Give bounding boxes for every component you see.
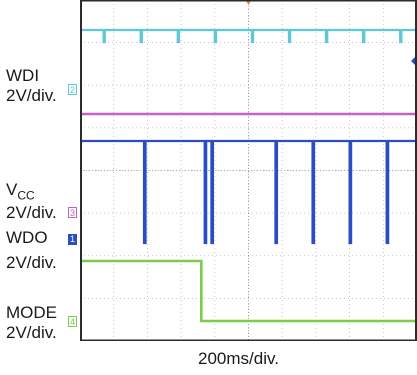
mode-trace	[80, 259, 417, 323]
channel-4-marker: 4	[68, 316, 77, 327]
channel-1-marker: 1	[68, 234, 77, 245]
wdo-trace	[80, 139, 417, 245]
wdi-trace	[80, 28, 417, 44]
wdi-scale-label: 2V/div.	[6, 86, 57, 105]
channel-3-marker: 3	[68, 207, 77, 218]
wdo-label: WDO	[6, 228, 48, 247]
mode-scale-label: 2V/div.	[6, 323, 57, 342]
channel-2-marker: 2	[68, 84, 77, 95]
right-marker-icon	[411, 57, 415, 65]
wdi-label: WDI	[6, 66, 40, 85]
wdo-scale-label: 2V/div.	[6, 253, 57, 272]
vcc-label: VCC	[6, 180, 35, 203]
mode-label: MODE	[6, 303, 57, 322]
plot-frame	[80, 0, 417, 341]
vcc-scale-label: 2V/div.	[6, 203, 57, 222]
oscilloscope-display	[80, 0, 417, 341]
timebase-label: 200ms/div.	[198, 349, 279, 368]
